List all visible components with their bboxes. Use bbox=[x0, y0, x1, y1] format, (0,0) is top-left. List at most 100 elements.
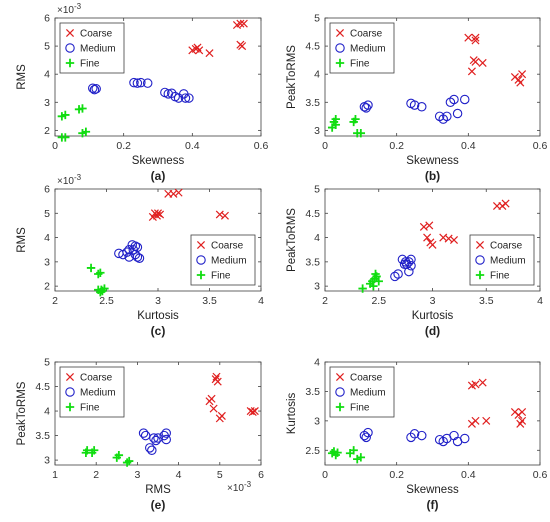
y-tick-label: 4.5 bbox=[305, 208, 320, 220]
data-point-medium bbox=[399, 259, 410, 270]
legend: Coarse Medium Fine bbox=[190, 234, 256, 286]
panel-d: 2 2.5 3 3.5 4 3 3.5 4 4.5 5 Kurtosis PeakToRMS (d) Co… bbox=[286, 184, 543, 339]
legend-marker-medium bbox=[475, 255, 485, 265]
legend-entry-medium: Medium bbox=[490, 256, 526, 267]
legend-marker-fine bbox=[475, 270, 485, 280]
data-point-coarse bbox=[250, 407, 259, 416]
x-tick-label: 0 bbox=[322, 469, 328, 481]
legend: Coarse Medium Fine bbox=[469, 234, 535, 286]
series-coarse bbox=[148, 188, 229, 221]
data-point-coarse bbox=[518, 408, 527, 417]
series-coarse bbox=[419, 199, 510, 249]
data-point-medium bbox=[416, 430, 427, 441]
legend-marker-fine bbox=[196, 270, 206, 280]
data-point-medium bbox=[409, 429, 420, 439]
legend-entry-coarse: Coarse bbox=[80, 373, 113, 384]
y-tick-label: 5 bbox=[44, 208, 50, 220]
data-point-medium bbox=[416, 102, 427, 112]
data-point-medium bbox=[409, 100, 420, 110]
data-point-fine bbox=[356, 128, 366, 138]
data-point-medium bbox=[449, 94, 459, 105]
x-tick-label: 3 bbox=[134, 469, 140, 481]
data-point-coarse bbox=[207, 394, 216, 403]
panel-e: 1 2 3 4 5 6 3 3.5 4 4.5 5 ×10-3 RMS PeakToRMS (e) Coars… bbox=[16, 357, 264, 513]
data-point-coarse bbox=[212, 372, 221, 381]
data-point-fine bbox=[374, 277, 383, 286]
legend-marker-fine bbox=[335, 402, 345, 412]
y-tick-label: 4 bbox=[314, 232, 320, 244]
y-tick-label: 3.5 bbox=[305, 256, 320, 268]
data-point-medium bbox=[145, 443, 155, 453]
y-tick-label: 6 bbox=[44, 13, 50, 25]
legend: Coarse Medium Fine bbox=[329, 366, 395, 418]
data-point-fine bbox=[114, 450, 124, 460]
data-point-fine bbox=[124, 456, 134, 466]
data-point-fine bbox=[61, 110, 70, 120]
legend-marker-fine bbox=[335, 58, 345, 68]
legend-entry-medium: Medium bbox=[211, 256, 247, 267]
legend-entry-coarse: Coarse bbox=[350, 29, 383, 40]
panel-a: 0 0.2 0.4 0.6 2 3 4 5 6 ×10-3 Skewness RMS (a) Coarse… bbox=[16, 2, 268, 183]
legend-marker-medium bbox=[65, 387, 75, 397]
y-axis-label: RMS bbox=[16, 227, 28, 253]
x-tick-label: 5 bbox=[217, 469, 223, 481]
series-fine bbox=[327, 446, 366, 464]
legend-marker-coarse bbox=[65, 372, 75, 382]
legend-marker-coarse bbox=[196, 240, 206, 250]
x-axis-label: Kurtosis bbox=[137, 310, 179, 322]
legend: Coarse Medium Fine bbox=[59, 22, 125, 74]
data-point-medium bbox=[393, 269, 403, 279]
data-point-coarse bbox=[471, 36, 480, 45]
y-axis-label: Kurtosis bbox=[286, 392, 298, 434]
data-point-fine bbox=[369, 281, 378, 291]
y-tick-label: 4 bbox=[44, 406, 50, 418]
data-point-medium bbox=[442, 111, 452, 122]
data-point-coarse bbox=[464, 33, 473, 42]
data-point-coarse bbox=[205, 49, 214, 58]
panel-label: (b) bbox=[425, 169, 440, 183]
data-point-coarse bbox=[467, 67, 476, 76]
y-tick-label: 2 bbox=[44, 281, 50, 293]
series-fine bbox=[81, 446, 134, 467]
series-medium bbox=[359, 427, 470, 447]
x-tick-label: 4 bbox=[258, 295, 264, 307]
data-point-medium bbox=[166, 88, 177, 99]
series-coarse bbox=[188, 19, 248, 58]
legend-marker-fine bbox=[65, 58, 75, 68]
series-fine bbox=[86, 263, 109, 297]
data-point-medium bbox=[184, 93, 194, 103]
legend-entry-coarse: Coarse bbox=[490, 241, 523, 252]
y-axis-label: PeakToRMS bbox=[286, 45, 298, 109]
x-tick-label: 6 bbox=[258, 469, 264, 481]
y-tick-label: 2 bbox=[44, 125, 50, 137]
data-point-coarse bbox=[482, 416, 491, 425]
data-point-medium bbox=[132, 78, 143, 88]
data-point-fine bbox=[81, 127, 91, 136]
panel-b: 0 0.2 0.4 0.6 3 3.5 4 4.5 5 Skewness PeakToRMS (b) C… bbox=[286, 13, 547, 184]
data-point-medium bbox=[91, 84, 101, 94]
data-point-fine bbox=[61, 133, 70, 142]
data-point-coarse bbox=[516, 419, 525, 428]
data-point-coarse bbox=[471, 416, 480, 425]
data-point-medium bbox=[361, 432, 371, 443]
x-tick-label: 2 bbox=[52, 295, 58, 307]
legend-entry-medium: Medium bbox=[80, 388, 116, 399]
legend-entry-fine: Fine bbox=[80, 403, 100, 414]
data-point-medium bbox=[147, 445, 157, 456]
y-tick-label: 5 bbox=[44, 41, 50, 53]
data-point-coarse bbox=[425, 221, 434, 230]
data-point-coarse bbox=[471, 57, 480, 66]
x-tick-label: 3 bbox=[155, 295, 161, 307]
y-axis-label: PeakToRMS bbox=[16, 381, 28, 445]
y-exponent-label: ×10-3 bbox=[57, 173, 82, 187]
x-axis-label: RMS bbox=[145, 484, 171, 496]
x-tick-label: 0.6 bbox=[254, 140, 269, 152]
y-tick-label: 3 bbox=[314, 415, 320, 427]
y-tick-label: 3.5 bbox=[35, 430, 50, 442]
panel-label: (c) bbox=[151, 324, 166, 338]
panel-label: (d) bbox=[425, 324, 440, 338]
x-exponent-label: ×10-3 bbox=[227, 480, 252, 494]
x-tick-label: 0 bbox=[52, 140, 58, 152]
legend-marker-fine bbox=[65, 402, 75, 412]
legend-marker-coarse bbox=[475, 240, 485, 250]
